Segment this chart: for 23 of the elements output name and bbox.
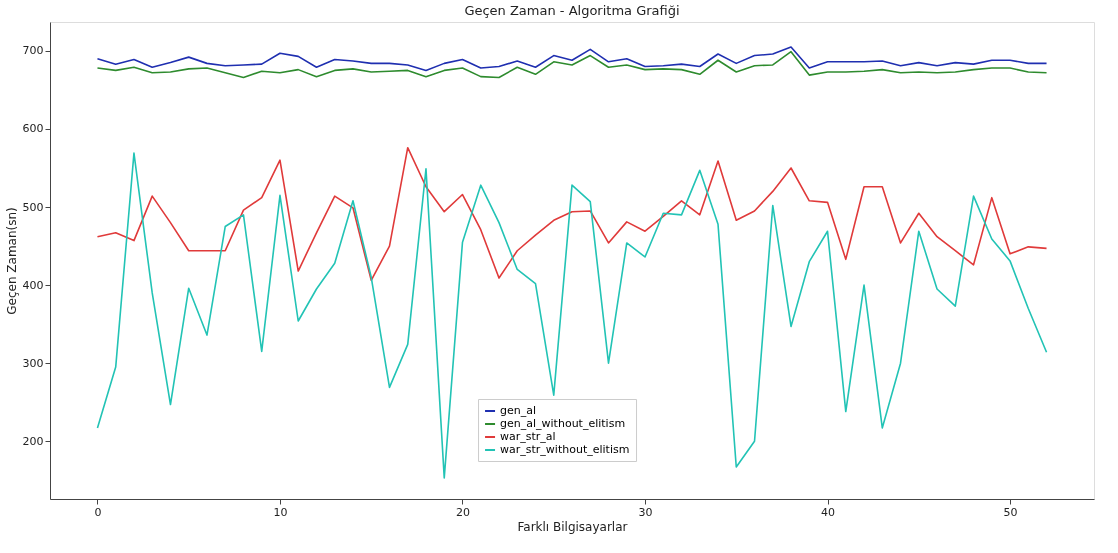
y-tick-label: 500 — [22, 200, 44, 214]
x-tick-label: 40 — [821, 505, 836, 519]
line-series — [96, 46, 1048, 72]
legend-label: war_str_without_elitism — [500, 443, 630, 456]
y-tick-label: 400 — [22, 278, 44, 292]
y-tick-label: 300 — [22, 356, 44, 370]
chart-title: Geçen Zaman - Algoritma Grafiği — [464, 3, 680, 18]
x-axis-title: Farklı Bilgisayarlar — [517, 519, 628, 534]
x-tick-label: 30 — [638, 505, 653, 519]
line-series — [96, 152, 1048, 479]
line-series — [96, 50, 1048, 79]
x-tick-label: 10 — [273, 505, 288, 519]
legend-label: gen_al_without_elitism — [500, 417, 626, 430]
x-tick-label: 50 — [1003, 505, 1018, 519]
y-tick-label: 600 — [22, 122, 44, 136]
legend-label: gen_al — [500, 404, 537, 417]
y-axis-title: Geçen Zaman(sn) — [4, 207, 19, 315]
y-tick-label: 200 — [22, 434, 44, 448]
y-tick-label: 700 — [22, 44, 44, 58]
x-tick-label: 0 — [94, 505, 102, 519]
x-tick-label: 20 — [455, 505, 470, 519]
line-series — [96, 146, 1048, 282]
legend-label: war_str_al — [500, 430, 556, 443]
